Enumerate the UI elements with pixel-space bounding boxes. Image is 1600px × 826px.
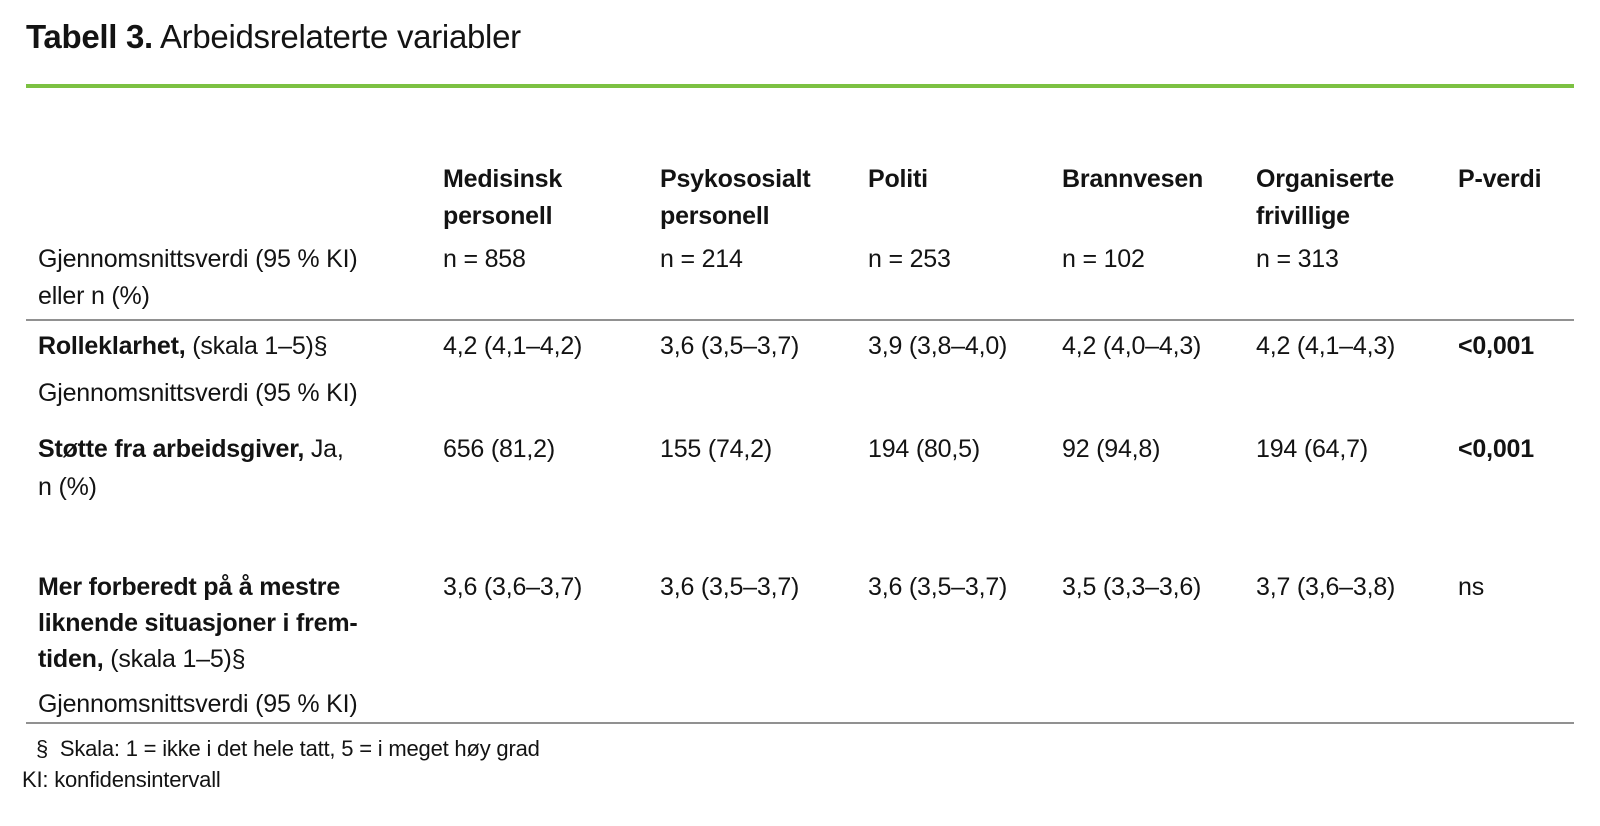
value-cell: 3,5 (3,3–3,6) xyxy=(1062,562,1256,724)
top-green-rule xyxy=(26,84,1574,88)
footnote-ki: KI: konfidensintervall xyxy=(22,767,221,792)
row-label-cell: Mer forberedt på å mestre liknende situa… xyxy=(26,562,443,724)
row-label: Rolleklarhet, (skala 1–5)§ xyxy=(38,328,437,364)
row-label-bold: Rolleklarhet, xyxy=(38,332,186,360)
column-header-psykososialt-personell: Psykososialt personell n = 214 xyxy=(660,88,868,321)
value-cell: 194 (80,5) xyxy=(868,435,980,463)
row-sublabel: Gjennomsnittsverdi (95 % KI) xyxy=(38,379,358,407)
row-label: Mer forberedt på å mestre liknende situa… xyxy=(38,569,437,677)
table-title-text: Arbeidsrelaterte variabler xyxy=(152,18,521,55)
footnotes-section: § Skala: 1 = ikke i det hele tatt, 5 = i… xyxy=(22,733,1574,795)
column-header-medisinsk-personell: Medisinsk personell n = 858 xyxy=(443,88,660,321)
column-header-politi: Politi n = 253 xyxy=(868,88,1062,321)
column-n-value: n = 313 xyxy=(1256,245,1339,273)
work-related-variables-table: Gjennomsnittsverdi (95 % KI) eller n (%)… xyxy=(26,88,1574,724)
value-cell: 4,2 (4,0–4,3) xyxy=(1062,332,1202,360)
column-header-p-verdi: P-verdi xyxy=(1458,88,1574,321)
column-header-label: Politi xyxy=(868,165,928,193)
stub-header-text: Gjennomsnittsverdi (95 % KI) eller n (%) xyxy=(38,245,358,310)
row-label-regular: (skala 1–5)§ xyxy=(185,332,328,360)
value-cell: 3,7 (3,6–3,8) xyxy=(1256,562,1458,724)
row-label-cell: Støtte fra arbeidsgiver, Ja, n (%) xyxy=(26,423,443,562)
p-value-cell: <0,001 xyxy=(1458,332,1534,360)
footnote-scale: § Skala: 1 = ikke i det hele tatt, 5 = i… xyxy=(36,736,540,761)
column-n-value: n = 858 xyxy=(443,245,526,273)
table-row-stotte-fra-arbeidsgiver: Støtte fra arbeidsgiver, Ja, n (%) 656 (… xyxy=(26,423,1574,562)
column-header-brannvesen: Brannvesen n = 102 xyxy=(1062,88,1256,321)
row-label-regular: Ja, n (%) xyxy=(38,435,344,501)
row-label-bold: Mer forberedt på å mestre liknende situa… xyxy=(38,573,358,673)
column-n-value: n = 102 xyxy=(1062,245,1145,273)
column-header-label: Medisinsk personell xyxy=(443,165,563,230)
value-cell: 3,6 (3,5–3,7) xyxy=(868,562,1062,724)
table-number-label: Tabell 3. xyxy=(26,18,153,55)
row-label-bold: Støtte fra arbeidsgiver, xyxy=(38,435,305,463)
row-sublabel: Gjennomsnittsverdi (95 % KI) xyxy=(38,690,358,718)
header-row: Gjennomsnittsverdi (95 % KI) eller n (%)… xyxy=(26,88,1574,321)
column-header-label: Organiserte frivillige xyxy=(1256,165,1395,230)
table-row-rolleklarhet: Rolleklarhet, (skala 1–5)§ Gjennomsnitts… xyxy=(26,320,1574,423)
column-n-value: n = 214 xyxy=(660,245,743,273)
value-cell: 92 (94,8) xyxy=(1062,435,1161,463)
column-header-label: Psykososialt personell xyxy=(660,165,811,230)
value-cell: 3,9 (3,8–4,0) xyxy=(868,332,1008,360)
p-value-cell: ns xyxy=(1458,562,1574,724)
value-cell: 656 (81,2) xyxy=(443,435,555,463)
row-label: Støtte fra arbeidsgiver, Ja, n (%) xyxy=(38,430,437,506)
column-header-label: Brannvesen xyxy=(1062,165,1204,193)
value-cell: 4,2 (4,1–4,3) xyxy=(1256,332,1396,360)
row-label-regular: (skala 1–5)§ xyxy=(103,645,246,673)
p-value-cell: <0,001 xyxy=(1458,435,1534,463)
value-cell: 194 (64,7) xyxy=(1256,435,1368,463)
value-cell: 3,6 (3,5–3,7) xyxy=(660,332,800,360)
value-cell: 155 (74,2) xyxy=(660,435,772,463)
stub-header-cell: Gjennomsnittsverdi (95 % KI) eller n (%) xyxy=(26,88,443,321)
column-header-organiserte-frivillige: Organiserte frivillige n = 313 xyxy=(1256,88,1458,321)
page-title: Tabell 3. Arbeidsrelaterte variabler xyxy=(26,16,1574,58)
column-n-value: n = 253 xyxy=(868,245,951,273)
value-cell: 3,6 (3,5–3,7) xyxy=(660,562,868,724)
row-label-cell: Rolleklarhet, (skala 1–5)§ Gjennomsnitts… xyxy=(26,320,443,423)
value-cell: 4,2 (4,1–4,2) xyxy=(443,332,583,360)
table-row-mer-forberedt: Mer forberedt på å mestre liknende situa… xyxy=(26,562,1574,724)
value-cell: 3,6 (3,6–3,7) xyxy=(443,562,660,724)
column-header-label: P-verdi xyxy=(1458,165,1542,193)
